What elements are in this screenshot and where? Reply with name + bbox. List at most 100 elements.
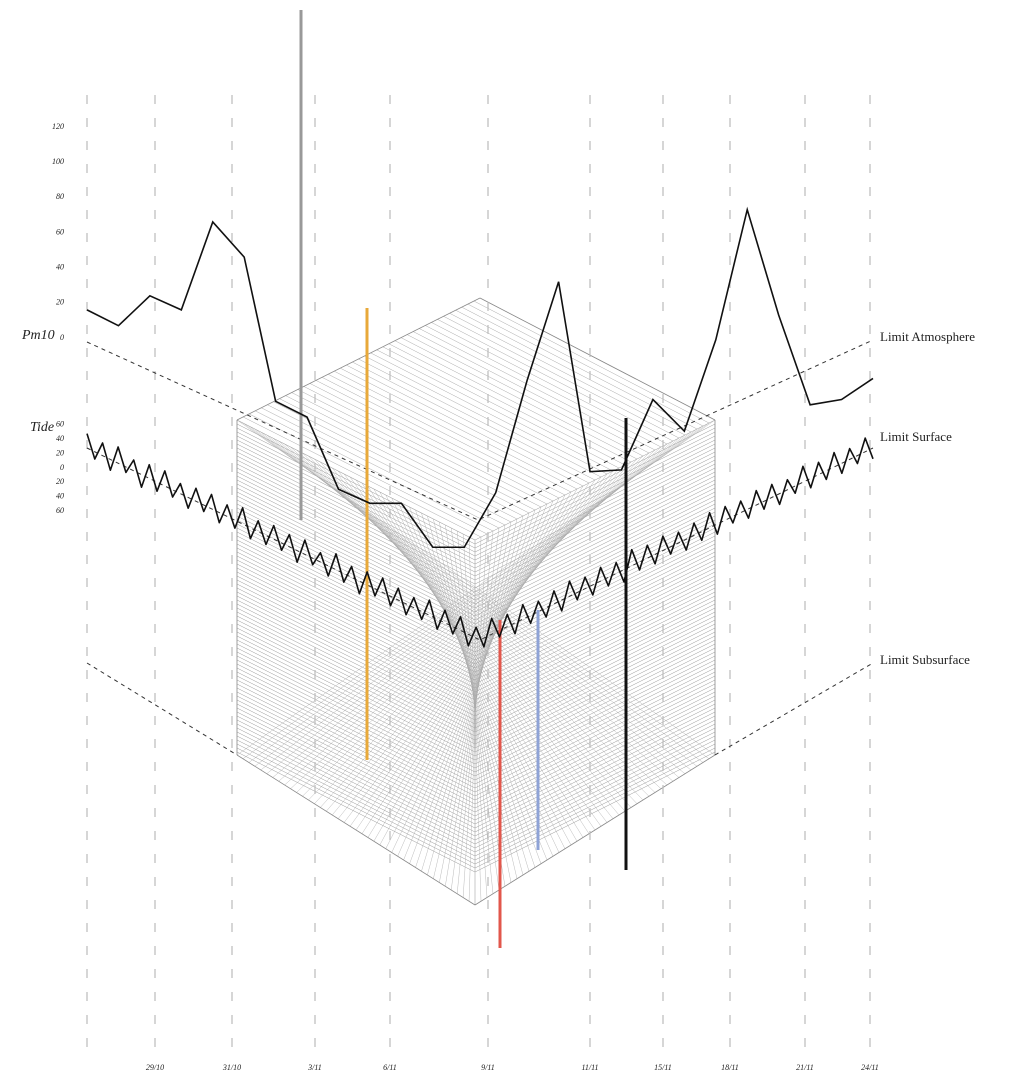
hatch-line — [236, 663, 476, 785]
hatch-line — [474, 547, 716, 669]
hatch-line — [474, 663, 716, 785]
hatch-line — [376, 349, 614, 472]
hatch-line — [419, 328, 656, 451]
hatch-line — [474, 671, 716, 793]
hatch-line — [400, 337, 638, 460]
hatch-line — [474, 739, 716, 861]
date-label: 21/11 — [796, 1063, 814, 1072]
y-tick-label: 0 — [60, 463, 64, 472]
hatch-line — [427, 515, 524, 876]
hatch-line — [303, 386, 542, 508]
hatch-line — [421, 512, 530, 872]
hatch-line — [236, 507, 476, 629]
hatch-line — [236, 679, 476, 801]
tide-label: Tide — [30, 420, 54, 435]
hatch-line — [236, 719, 476, 841]
hatch-line — [236, 619, 476, 741]
date-label: 9/11 — [481, 1063, 495, 1072]
hatch-line — [236, 627, 476, 749]
hatch-line — [340, 367, 578, 490]
hatch-line — [474, 647, 716, 769]
hatch-line — [267, 404, 506, 526]
hatch-line — [474, 751, 716, 873]
hatch-line — [236, 571, 476, 693]
hatch-line — [291, 392, 530, 514]
hatch-line — [236, 643, 476, 765]
hatch-line — [415, 509, 536, 868]
cube-hatching — [236, 297, 716, 906]
hatch-line — [236, 567, 476, 689]
hatch-line — [467, 303, 704, 427]
y-tick-label: 120 — [52, 122, 64, 131]
hatch-line — [236, 611, 476, 733]
hatch-line — [328, 374, 566, 496]
hatch-line — [474, 651, 716, 773]
y-tick-label: 80 — [56, 192, 64, 201]
hatch-line — [385, 494, 566, 849]
pm10-label: Pm10 — [21, 328, 55, 343]
limit-line — [86, 447, 874, 641]
hatch-line — [474, 747, 716, 869]
hatch-line — [236, 539, 476, 661]
hatch-line — [474, 471, 716, 593]
y-tick-label: 40 — [56, 262, 64, 271]
limit-line — [714, 662, 874, 756]
hatch-line — [236, 435, 476, 557]
hatch-line — [425, 325, 662, 448]
hatch-line — [479, 297, 716, 421]
pm10-line — [86, 206, 874, 549]
hatch-line — [236, 439, 476, 561]
hatch-line — [273, 401, 512, 523]
hatch-line — [236, 471, 476, 593]
y-tick-label: 60 — [56, 506, 64, 515]
hatch-line — [474, 675, 716, 797]
hatch-line — [474, 631, 716, 753]
hatch-line — [236, 739, 476, 861]
hatch-line — [474, 455, 716, 577]
hatch-line — [236, 555, 476, 677]
hatch-line — [236, 599, 476, 721]
hatch-line — [236, 547, 476, 669]
hatch-line — [474, 431, 716, 553]
hatch-line — [474, 451, 716, 573]
hatch-line — [236, 703, 476, 825]
hatch-line — [284, 443, 668, 786]
hatch-line — [364, 355, 602, 478]
hatch-line — [236, 527, 476, 649]
hatch-line — [474, 623, 716, 745]
hatch-line — [236, 423, 476, 545]
hatch-line — [474, 423, 716, 545]
hatch-line — [474, 695, 716, 817]
hatch-line — [236, 615, 476, 737]
hatch-line — [309, 383, 548, 505]
hatch-line — [474, 579, 716, 701]
hatch-line — [236, 691, 476, 813]
y-tick-label: 20 — [56, 477, 64, 486]
hatch-line — [474, 691, 716, 813]
hatch-line — [236, 711, 476, 833]
hatch-line — [474, 719, 716, 841]
hatch-line — [474, 515, 716, 637]
hatch-line — [296, 449, 656, 793]
hatch-line — [272, 437, 680, 778]
date-label: 11/11 — [581, 1063, 598, 1072]
hatch-line — [236, 754, 476, 906]
hatch-line — [236, 551, 476, 673]
hatch-line — [346, 364, 584, 487]
date-label: 6/11 — [383, 1063, 397, 1072]
hatch-line — [278, 440, 674, 782]
limit-label: Limit Surface — [880, 429, 952, 444]
hatch-line — [236, 667, 476, 789]
hatch-line — [413, 331, 650, 454]
hatch-line — [474, 699, 716, 821]
hatch-line — [403, 503, 548, 861]
date-label: 24/11 — [861, 1063, 879, 1072]
hatch-line — [297, 389, 536, 511]
hatch-line — [397, 500, 554, 857]
hatch-line — [255, 410, 494, 532]
hatch-line — [320, 461, 632, 808]
hatch-line — [236, 431, 476, 553]
hatch-line — [236, 575, 476, 697]
hatch-line — [236, 579, 476, 701]
hatch-line — [236, 503, 476, 625]
